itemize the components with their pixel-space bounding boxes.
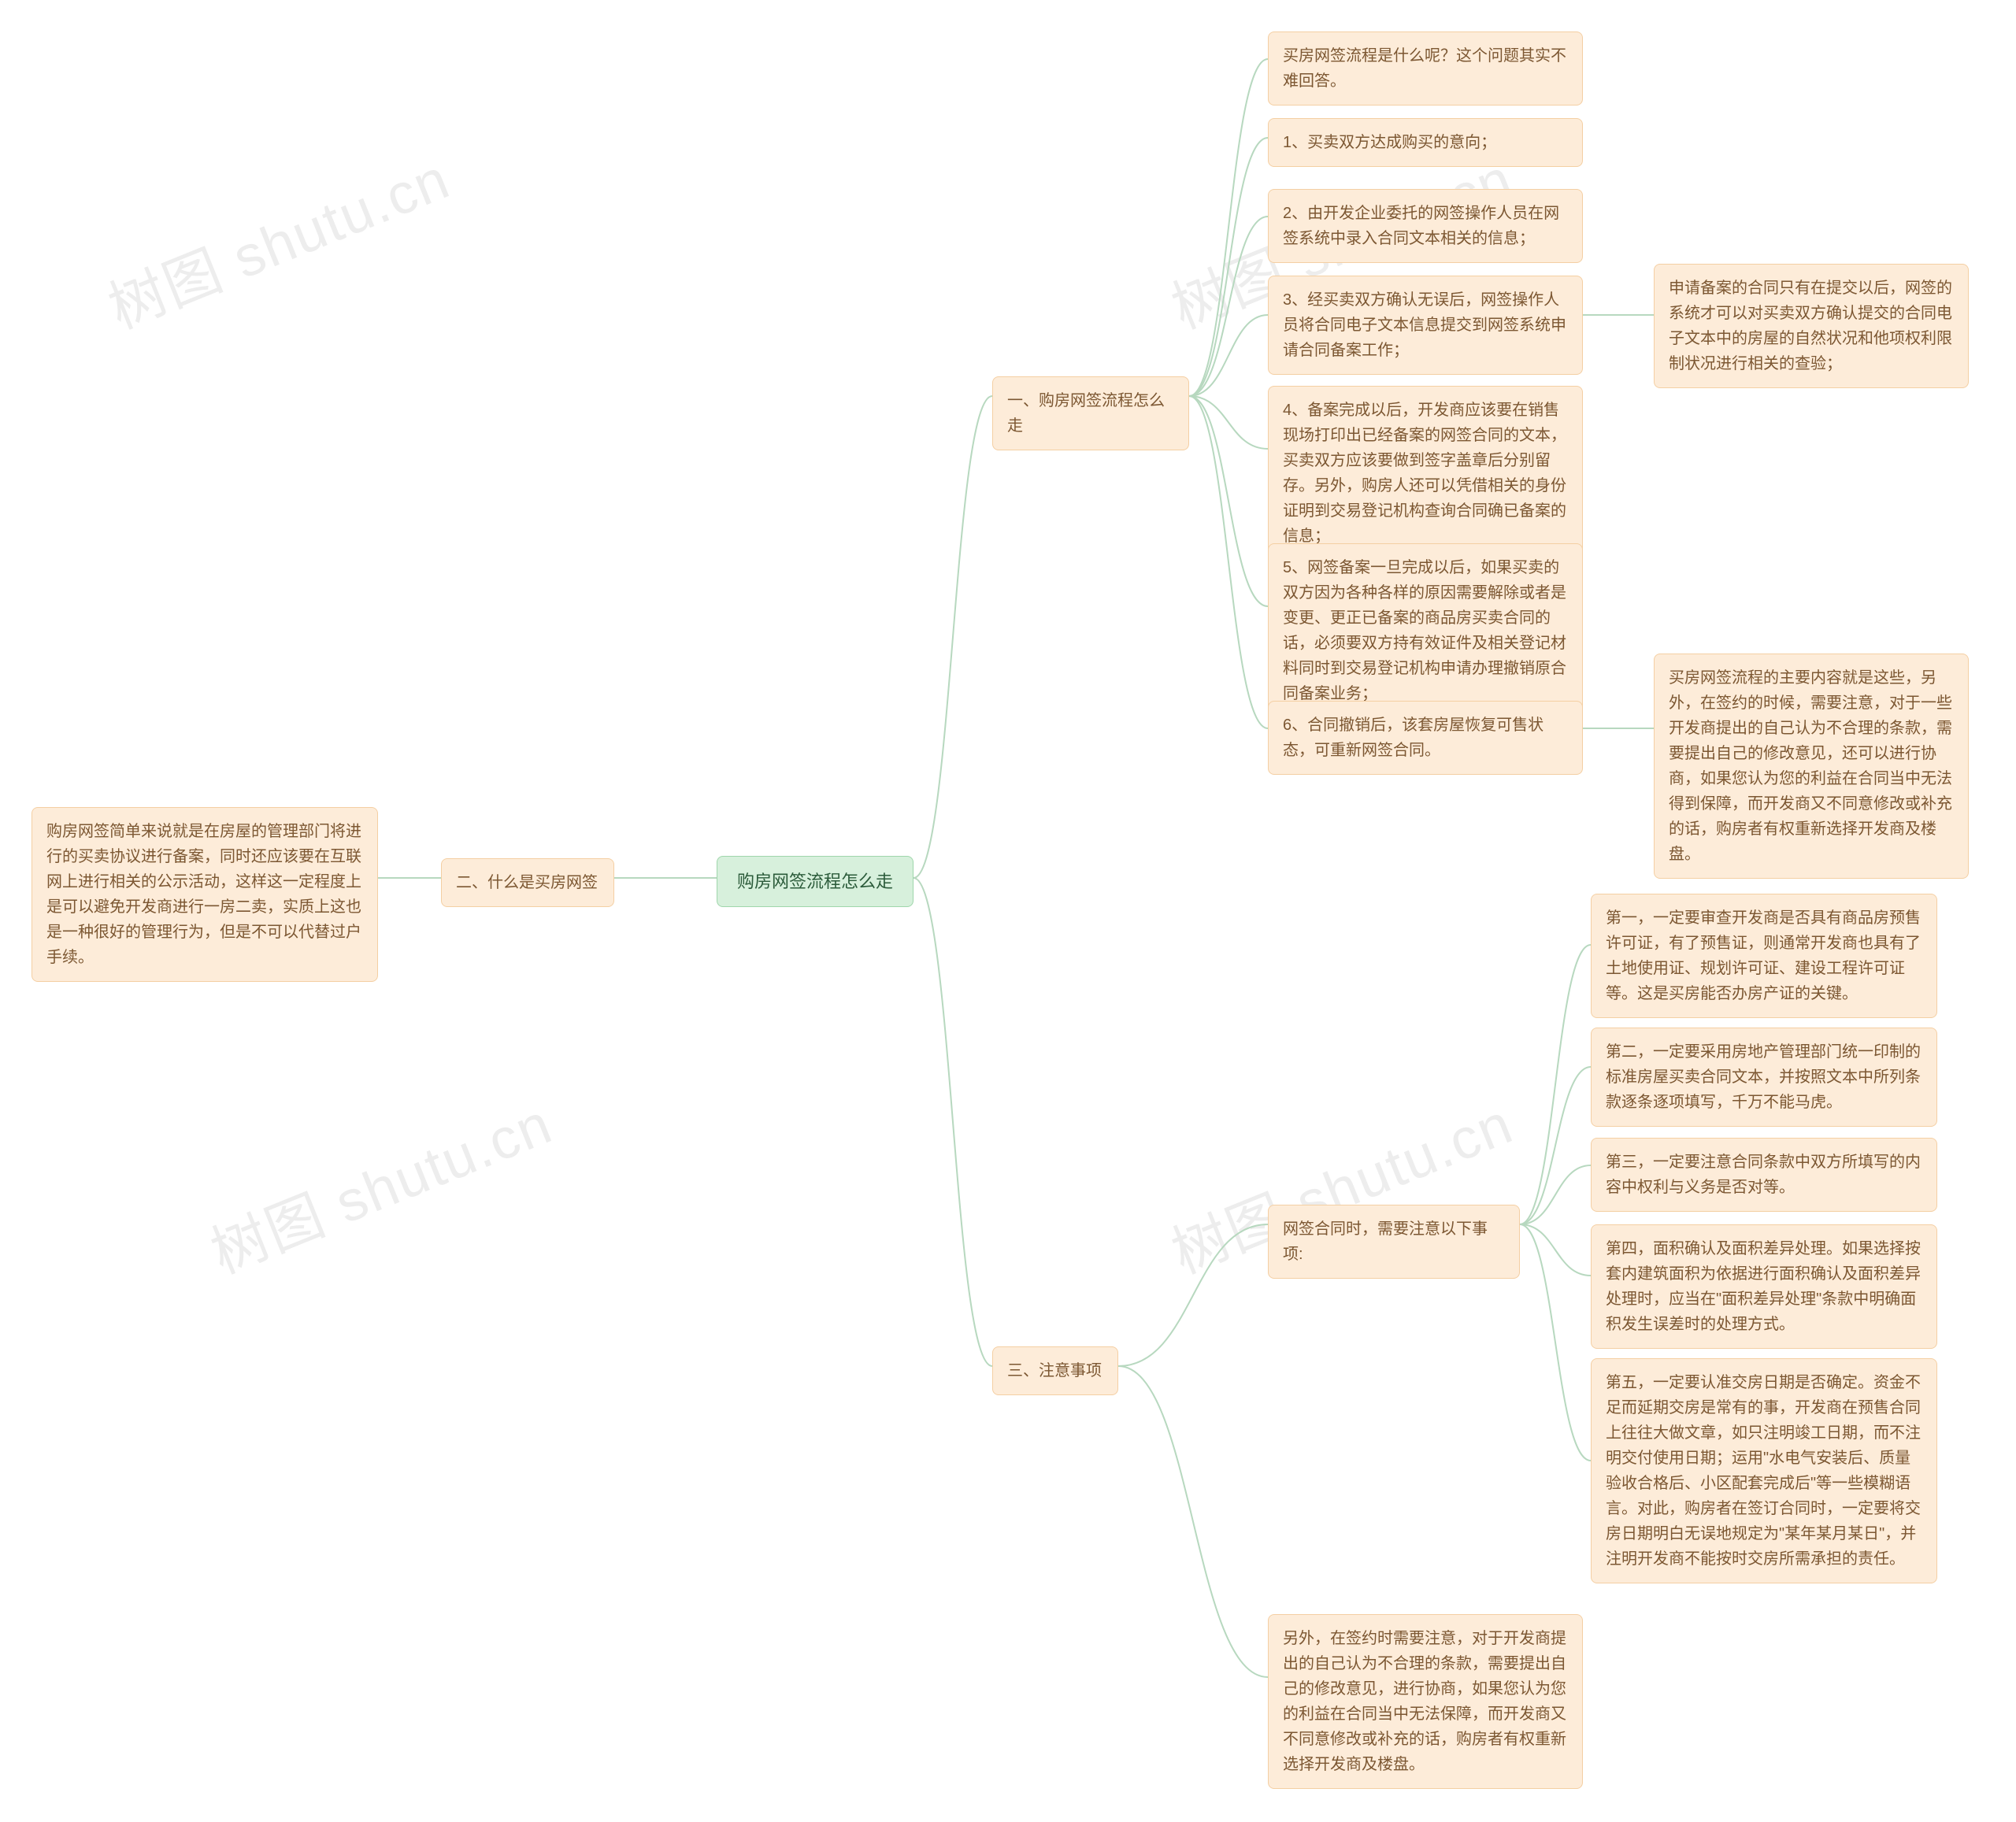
edge-b1-b1c1 [1189, 59, 1268, 396]
node-b2[interactable]: 二、什么是买房网签 [441, 858, 614, 907]
node-b1c6[interactable]: 5、网签备案一旦完成以后，如果买卖的双方因为各种各样的原因需要解除或者是变更、更… [1268, 543, 1583, 718]
edge-b3c1-b3c1a [1520, 945, 1591, 1224]
node-b1c4[interactable]: 3、经买卖双方确认无误后，网签操作人员将合同电子文本信息提交到网签系统申请合同备… [1268, 276, 1583, 375]
node-b3[interactable]: 三、注意事项 [992, 1346, 1118, 1395]
node-b1[interactable]: 一、购房网签流程怎么走 [992, 376, 1189, 450]
node-root[interactable]: 购房网签流程怎么走 [717, 856, 914, 907]
edge-b1-b1c3 [1189, 217, 1268, 396]
node-b3c2[interactable]: 另外，在签约时需要注意，对于开发商提出的自己认为不合理的条款，需要提出自己的修改… [1268, 1614, 1583, 1789]
node-b1c5[interactable]: 4、备案完成以后，开发商应该要在销售现场打印出已经备案的网签合同的文本，买卖双方… [1268, 386, 1583, 561]
node-b3c1a[interactable]: 第一，一定要审查开发商是否具有商品房预售许可证，有了预售证，则通常开发商也具有了… [1591, 894, 1937, 1018]
node-b3c1c[interactable]: 第三，一定要注意合同条款中双方所填写的内容中权利与义务是否对等。 [1591, 1138, 1937, 1212]
node-b3c1e[interactable]: 第五，一定要认准交房日期是否确定。资金不足而延期交房是常有的事，开发商在预售合同… [1591, 1358, 1937, 1583]
node-b1c7[interactable]: 6、合同撤销后，该套房屋恢复可售状态，可重新网签合同。 [1268, 701, 1583, 775]
mindmap-canvas: 树图 shutu.cn树图 shutu.cn树图 shutu.cn树图 shut… [0, 0, 2016, 1822]
node-b3c1[interactable]: 网签合同时，需要注意以下事项: [1268, 1205, 1520, 1279]
node-b1c2[interactable]: 1、买卖双方达成购买的意向； [1268, 118, 1583, 167]
node-b3c1b[interactable]: 第二，一定要采用房地产管理部门统一印制的标准房屋买卖合同文本，并按照文本中所列条… [1591, 1028, 1937, 1127]
node-b1c4a[interactable]: 申请备案的合同只有在提交以后，网签的系统才可以对买卖双方确认提交的合同电子文本中… [1654, 264, 1969, 388]
node-b1c1[interactable]: 买房网签流程是什么呢？这个问题其实不难回答。 [1268, 31, 1583, 106]
edge-b1-b1c2 [1189, 138, 1268, 396]
node-b1c3[interactable]: 2、由开发企业委托的网签操作人员在网签系统中录入合同文本相关的信息； [1268, 189, 1583, 263]
node-b2c1[interactable]: 购房网签简单来说就是在房屋的管理部门将进行的买卖协议进行备案，同时还应该要在互联… [32, 807, 378, 982]
edge-b1-b1c7 [1189, 396, 1268, 728]
node-b1c7a[interactable]: 买房网签流程的主要内容就是这些，另外，在签约的时候，需要注意，对于一些开发商提出… [1654, 654, 1969, 879]
edge-root-b3 [914, 878, 992, 1366]
edge-b3-b3c2 [1118, 1366, 1268, 1677]
node-b3c1d[interactable]: 第四，面积确认及面积差异处理。如果选择按套内建筑面积为依据进行面积确认及面积差异… [1591, 1224, 1937, 1349]
edge-b3c1-b3c1e [1520, 1224, 1591, 1461]
edge-b3-b3c1 [1118, 1224, 1268, 1366]
edge-b1-b1c6 [1189, 396, 1268, 606]
edge-root-b1 [914, 396, 992, 878]
